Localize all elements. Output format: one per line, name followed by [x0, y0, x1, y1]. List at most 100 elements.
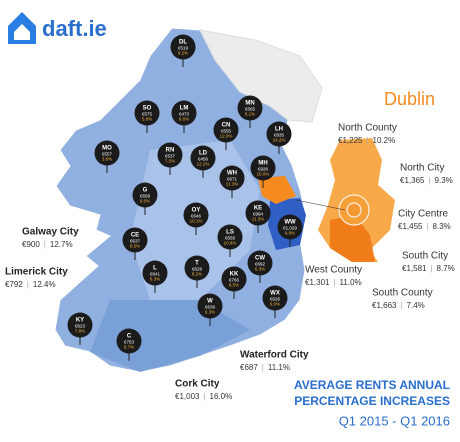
pin-circle [67, 312, 93, 338]
area-label: Cork City €1,003 | 16.0% [175, 379, 232, 401]
area-stats: €1,663 | 7.4% [372, 301, 425, 310]
county-code: KY [76, 318, 84, 324]
pin-circle [184, 255, 210, 281]
county-rent: €565 [245, 107, 256, 112]
county-change: 11.3% [252, 217, 264, 222]
area-change: 12.4% [33, 280, 56, 289]
county-rent: €646 [191, 214, 202, 219]
county-rent: €456 [198, 157, 209, 162]
area-rent: €792 [5, 280, 23, 289]
title: PERCENTAGE INCREASES [294, 394, 450, 408]
title: AVERAGE RENTS ANNUAL [294, 378, 450, 392]
county-rent: €753 [124, 340, 135, 345]
county-rent: €637 [130, 239, 141, 244]
pin-circle [122, 227, 148, 253]
separator: | [44, 240, 46, 249]
pin-circle [245, 200, 271, 226]
county-code: WX [270, 291, 280, 297]
county-code: RN [166, 148, 175, 154]
county-change: 9.3% [205, 310, 215, 315]
area-stats: €687 | 11.1% [240, 363, 290, 372]
area-rent: €1,663 [372, 301, 397, 310]
county-code: OY [192, 208, 201, 214]
region-title: Dublin [384, 89, 435, 109]
pin-circle [221, 266, 247, 292]
area-stats: €1,301 | 11.0% [305, 278, 362, 287]
area-stats: €900 | 12.7% [22, 240, 73, 249]
area-label: North County €1,225 | 10.2% [338, 123, 397, 145]
county-change: 6.3% [255, 267, 265, 272]
area-name: Galway City [22, 227, 79, 238]
county-change: 11.3% [226, 182, 238, 187]
separator: | [366, 136, 368, 145]
area-change: 16.0% [210, 392, 233, 401]
county-code: CN [222, 123, 231, 129]
county-change: 9.7% [124, 345, 134, 350]
pin-circle [132, 182, 158, 208]
county-code: MH [258, 161, 267, 167]
area-label: North City €1,365 | 9.3% [400, 163, 453, 185]
county-code: LS [226, 230, 234, 236]
county-change: 6.6% [179, 117, 189, 122]
northern-ireland [199, 29, 323, 123]
dublin-inset [295, 138, 395, 262]
county-change: 8.0% [140, 199, 150, 204]
county-rent: €671 [227, 177, 238, 182]
area-name: North City [400, 163, 444, 174]
separator: | [426, 222, 428, 231]
county-change: 6.3% [150, 277, 160, 282]
logo-text: daft.ie [42, 16, 107, 41]
separator: | [400, 301, 402, 310]
pin-circle [247, 250, 273, 276]
area-label: West County €1,301 | 11.0% [305, 265, 362, 287]
county-code: WW [284, 220, 296, 226]
area-change: 10.2% [373, 136, 396, 145]
area-stats: €1,581 | 8.7% [402, 264, 455, 273]
pin-circle [217, 224, 243, 250]
county-rent: €555 [221, 129, 232, 134]
area-label: City Centre €1,455 | 8.3% [398, 209, 451, 231]
pin-circle [134, 100, 160, 126]
county-code: DL [179, 40, 187, 46]
area-name: West County [305, 265, 362, 276]
area-name: South County [372, 288, 433, 299]
area-change: 11.1% [268, 363, 290, 372]
county-change: 9.0% [270, 302, 280, 307]
county-rent: €926 [258, 167, 269, 172]
pin-circle [157, 142, 183, 168]
county-change: 10.8% [224, 241, 237, 246]
county-rent: €658 [140, 194, 151, 199]
area-change: 11.0% [340, 278, 362, 287]
area-name: Cork City [175, 379, 220, 390]
county-rent: €1,029 [283, 226, 297, 231]
county-change: 7.8% [75, 329, 85, 334]
county-code: LH [275, 127, 283, 133]
area-label: South City €1,581 | 8.7% [402, 251, 455, 273]
county-change: 5.8% [142, 117, 152, 122]
county-rent: €473 [179, 112, 190, 117]
county-rent: €835 [274, 133, 285, 138]
county-change: 8.5% [130, 244, 140, 249]
county-change: 8.2% [192, 272, 202, 277]
area-stats: €1,365 | 9.3% [400, 176, 453, 185]
area-name: City Centre [398, 209, 448, 220]
county-change: 10.1% [190, 219, 203, 224]
county-code: LM [180, 106, 189, 112]
separator: | [203, 392, 205, 401]
county-change: 9.8% [285, 231, 295, 236]
county-code: CW [255, 256, 265, 262]
